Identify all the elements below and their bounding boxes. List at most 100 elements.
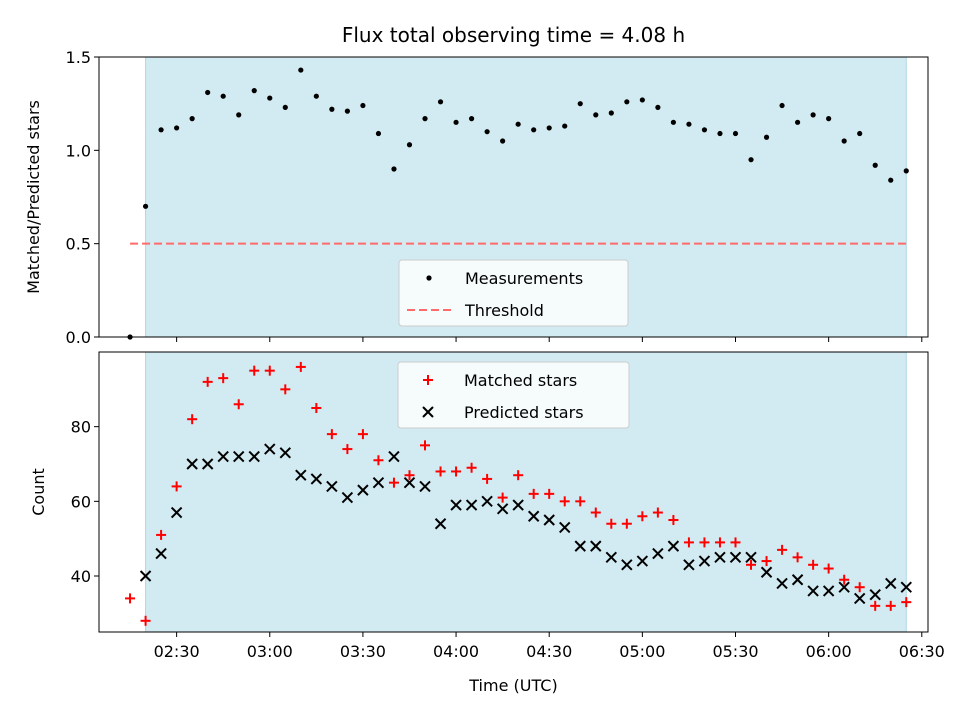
predicted-star-marker xyxy=(233,450,245,463)
measurement-point xyxy=(701,127,708,133)
x-tick-label: 06:00 xyxy=(806,642,852,661)
measurement-point xyxy=(484,129,490,135)
matched-star-marker xyxy=(513,470,524,481)
legend-entry: Threshold xyxy=(407,301,544,320)
legend-label: Predicted stars xyxy=(464,403,584,422)
y-tick-label: 1.0 xyxy=(66,141,91,160)
predicted-star-marker xyxy=(590,540,602,552)
bottom-panel-frame xyxy=(98,351,929,633)
matched-star-marker xyxy=(326,429,337,440)
predicted-star-marker xyxy=(279,447,291,459)
matched-star-marker xyxy=(575,496,586,507)
predicted-star-marker xyxy=(419,480,431,493)
matched-star-marker xyxy=(823,563,834,574)
predicted-star-marker xyxy=(217,450,229,463)
measurement-point xyxy=(298,67,304,73)
matched-star-marker xyxy=(373,455,384,466)
predicted-star-marker xyxy=(698,555,711,567)
y-tick-label: 0.0 xyxy=(66,328,91,347)
legend-entry: Measurements xyxy=(426,269,583,288)
predicted-star-marker xyxy=(776,577,788,590)
matched-star-marker xyxy=(295,361,306,372)
measurement-point xyxy=(748,157,754,163)
measurement-point xyxy=(903,168,909,174)
predicted-star-marker xyxy=(900,581,912,593)
predicted-star-marker xyxy=(729,551,742,564)
top-legend: Measurements Threshold xyxy=(398,259,629,327)
matched-star-marker xyxy=(746,559,757,570)
measurement-point xyxy=(391,166,397,172)
matched-star-marker xyxy=(714,537,725,548)
predicted-star-marker xyxy=(295,469,307,481)
predicted-star-marker xyxy=(326,480,338,493)
x-tick-label: 05:00 xyxy=(619,642,665,661)
matched-star-marker xyxy=(233,399,244,410)
predicted-star-marker xyxy=(543,514,555,526)
matched-star-marker xyxy=(885,600,896,611)
top-panel: 0.0 0.5 1.0 1.5 Flux total observing time =… xyxy=(24,23,929,347)
x-tick-label: 03:30 xyxy=(340,642,386,661)
predicted-star-marker xyxy=(434,518,447,530)
matched-star-marker xyxy=(559,496,570,507)
x-tick-label: 03:00 xyxy=(247,642,293,661)
measurement-point xyxy=(546,125,552,131)
predicted-star-marker xyxy=(139,570,152,582)
measurement-point xyxy=(406,142,413,148)
measurement-point xyxy=(810,112,816,118)
measurement-point xyxy=(763,134,770,140)
measurement-point xyxy=(515,121,521,127)
measurement-point xyxy=(453,119,459,125)
predicted-star-marker xyxy=(574,540,586,552)
measurement-point xyxy=(732,130,739,137)
legend-label: Measurements xyxy=(465,269,583,288)
predicted-star-marker xyxy=(621,559,633,571)
measurement-point xyxy=(422,116,428,122)
matched-star-marker xyxy=(171,481,182,492)
matched-star-marker xyxy=(808,559,819,570)
matched-star-marker xyxy=(420,440,431,451)
predicted-star-marker xyxy=(186,458,198,470)
legend-entry: Matched stars xyxy=(423,371,577,390)
y-tick-label: 80 xyxy=(71,418,91,437)
measurement-point xyxy=(779,102,785,109)
legend-label: Matched stars xyxy=(464,371,577,390)
matched-star-marker xyxy=(730,537,741,548)
chart-title: Flux total observing time = 4.08 h xyxy=(342,23,685,47)
x-tick-label: 05:30 xyxy=(712,642,758,661)
measurement-point xyxy=(189,116,195,122)
predicted-star-marker xyxy=(869,588,881,601)
predicted-star-marker xyxy=(248,450,260,463)
matched-star-marker xyxy=(404,470,415,481)
matched-star-marker xyxy=(528,488,539,499)
matched-star-marker xyxy=(218,373,229,384)
measurement-point xyxy=(531,127,537,133)
measurement-point xyxy=(794,119,801,125)
measurement-point xyxy=(639,97,645,103)
predicted-star-marker xyxy=(745,551,757,564)
matched-star-marker xyxy=(652,507,663,518)
predicted-star-marker xyxy=(310,473,323,485)
matched-star-marker xyxy=(342,444,353,455)
measurement-point xyxy=(174,125,180,131)
predicted-star-marker xyxy=(652,547,664,560)
measurement-point xyxy=(624,99,630,105)
top-y-axis-label: Matched/Predicted stars xyxy=(24,100,43,294)
x-tick-label: 06:30 xyxy=(899,642,945,661)
measurement-point xyxy=(857,130,863,137)
matched-star-marker xyxy=(435,466,446,477)
measurement-point xyxy=(236,112,242,118)
predicted-star-marker xyxy=(388,450,400,463)
measurement-point xyxy=(344,108,350,114)
measurement-point xyxy=(437,99,444,105)
legend-label: Threshold xyxy=(464,301,544,320)
predicted-star-marker xyxy=(465,499,478,511)
measurement-point xyxy=(686,121,692,127)
measurement-point xyxy=(717,130,723,137)
measurement-point xyxy=(670,119,677,125)
matched-star-marker xyxy=(140,615,151,626)
measurement-point xyxy=(313,93,319,99)
predicted-star-marker xyxy=(357,484,369,496)
matched-star-marker xyxy=(202,376,213,387)
predicted-star-marker xyxy=(559,521,571,534)
